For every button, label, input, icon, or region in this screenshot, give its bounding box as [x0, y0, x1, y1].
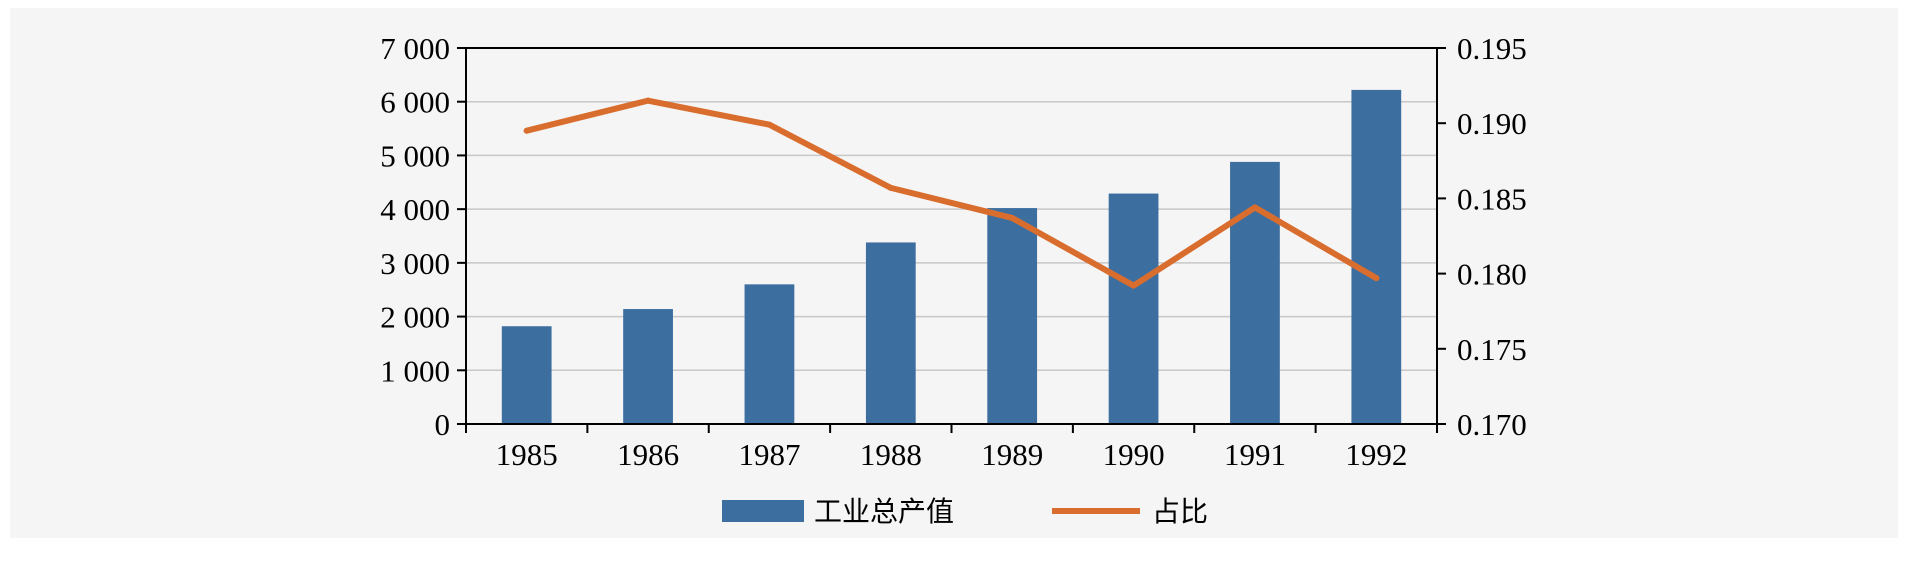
right-axis-tick-label: 0.175	[1457, 332, 1527, 367]
left-axis-tick-label: 6 000	[380, 85, 450, 120]
share-point-1990	[1130, 282, 1137, 289]
plot-frame	[465, 47, 1438, 425]
bar-1988	[865, 242, 916, 424]
share-point-1987	[766, 121, 773, 128]
share-point-1991	[1251, 204, 1258, 211]
right-axis-tick-label: 0.190	[1457, 106, 1527, 141]
right-axis-tick-label: 0.195	[1457, 31, 1527, 66]
x-axis-tick-label: 1989	[981, 437, 1043, 472]
right-axis-tick-label: 0.180	[1457, 257, 1527, 292]
x-axis-tick-label: 1988	[860, 437, 922, 472]
share-point-1992	[1373, 275, 1380, 282]
x-axis: 1985 1986 1987 1988 1989 1990 1991 1992	[465, 424, 1438, 472]
x-axis-tick-label: 1986	[617, 437, 679, 472]
right-axis-tick-label: 0.170	[1457, 407, 1527, 442]
left-axis-tick-label: 0	[435, 407, 451, 442]
share-line	[523, 97, 1380, 289]
bar-1990	[1108, 193, 1159, 424]
x-axis-tick-label: 1992	[1345, 437, 1407, 472]
bar-1987	[744, 284, 795, 424]
right-axis-tick-label: 0.185	[1457, 181, 1527, 216]
legend: 工业总产值 占比	[722, 495, 1208, 528]
left-axis-tick-label: 2 000	[380, 300, 450, 335]
bar-1986	[623, 309, 673, 424]
legend-line-label: 占比	[1152, 495, 1208, 528]
share-point-1985	[523, 127, 530, 134]
legend-bar-swatch	[722, 500, 804, 522]
grid-lines	[466, 100, 1437, 372]
left-axis-tick-label: 1 000	[380, 353, 450, 388]
right-axis: 0.170 0.175 0.180 0.185 0.190 0.195	[1437, 31, 1527, 442]
x-axis-tick-label: 1991	[1224, 437, 1286, 472]
left-axis-tick-label: 3 000	[380, 246, 450, 281]
left-axis-tick-label: 7 000	[380, 31, 450, 66]
x-axis-tick-label: 1985	[496, 437, 558, 472]
left-axis-tick-label: 4 000	[380, 192, 450, 227]
legend-bar-label: 工业总产值	[814, 495, 954, 528]
share-point-1988	[887, 184, 894, 191]
left-axis: 0 1 000 2 000 3 000 4 000 5 000 6 000 7 000	[380, 31, 466, 442]
chart-panel	[10, 8, 1898, 538]
line-series	[523, 97, 1380, 289]
x-axis-tick-label: 1987	[738, 437, 800, 472]
share-point-1986	[645, 97, 652, 104]
x-axis-tick-label: 1990	[1103, 437, 1165, 472]
left-axis-tick-label: 5 000	[380, 138, 450, 173]
bar-1992	[1351, 89, 1402, 424]
bar-1989	[987, 208, 1038, 424]
share-point-1989	[1009, 214, 1016, 221]
bar-1991	[1230, 161, 1280, 425]
bar-1985	[501, 326, 552, 424]
bar-series	[501, 89, 1402, 425]
